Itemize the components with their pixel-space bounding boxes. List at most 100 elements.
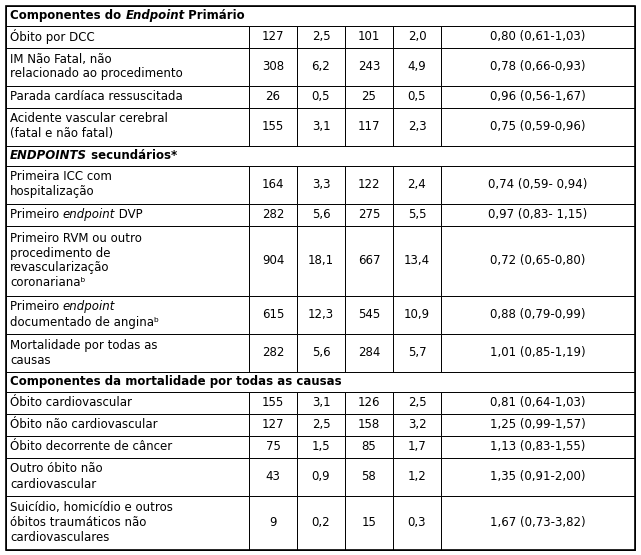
Bar — [393, 165, 441, 204]
Text: documentado de anginaᵇ: documentado de anginaᵇ — [10, 316, 159, 329]
Text: Componentes do: Componentes do — [10, 9, 125, 22]
Bar — [297, 436, 345, 457]
Bar — [249, 457, 297, 496]
Bar — [393, 108, 441, 145]
Text: 75: 75 — [265, 440, 281, 453]
Text: 9: 9 — [269, 516, 277, 529]
Text: 5,7: 5,7 — [408, 346, 426, 359]
Bar — [249, 108, 297, 145]
Bar — [249, 48, 297, 85]
Bar — [297, 413, 345, 436]
Bar — [345, 496, 393, 549]
Bar — [6, 496, 249, 549]
Text: 284: 284 — [358, 346, 380, 359]
Text: 85: 85 — [362, 440, 376, 453]
Bar — [297, 391, 345, 413]
Bar — [297, 334, 345, 371]
Bar — [441, 165, 635, 204]
Bar — [393, 436, 441, 457]
Text: 18,1: 18,1 — [308, 254, 334, 267]
Bar — [441, 496, 635, 549]
Text: 0,5: 0,5 — [312, 90, 330, 103]
Text: 0,74 (0,59- 0,94): 0,74 (0,59- 0,94) — [488, 178, 588, 191]
Bar — [345, 225, 393, 295]
Bar — [393, 48, 441, 85]
Text: ENDPOINTS: ENDPOINTS — [10, 149, 87, 162]
Text: 126: 126 — [358, 396, 380, 409]
Bar — [6, 204, 249, 225]
Text: 15: 15 — [362, 516, 376, 529]
Bar — [6, 85, 249, 108]
Bar — [345, 204, 393, 225]
Bar — [393, 496, 441, 549]
Bar — [249, 85, 297, 108]
Text: 5,6: 5,6 — [312, 208, 330, 221]
Text: 0,9: 0,9 — [312, 470, 330, 483]
Bar — [297, 204, 345, 225]
Text: Óbito por DCC: Óbito por DCC — [10, 29, 95, 44]
Bar — [249, 165, 297, 204]
Bar — [297, 165, 345, 204]
Bar — [441, 413, 635, 436]
Bar — [345, 391, 393, 413]
Text: Suicídio, homicídio e outros
óbitos traumáticos não
cardiovasculares: Suicídio, homicídio e outros óbitos trau… — [10, 501, 173, 544]
Text: 1,13 (0,83-1,55): 1,13 (0,83-1,55) — [490, 440, 586, 453]
Text: 1,35 (0,91-2,00): 1,35 (0,91-2,00) — [490, 470, 586, 483]
Bar — [345, 48, 393, 85]
Bar — [249, 436, 297, 457]
Bar — [6, 6, 635, 26]
Bar — [393, 391, 441, 413]
Text: 3,1: 3,1 — [312, 396, 330, 409]
Bar — [6, 225, 249, 295]
Text: 10,9: 10,9 — [404, 308, 430, 321]
Text: 127: 127 — [262, 30, 284, 43]
Text: Primeira ICC com
hospitalização: Primeira ICC com hospitalização — [10, 170, 112, 199]
Text: 0,88 (0,79-0,99): 0,88 (0,79-0,99) — [490, 308, 586, 321]
Bar — [393, 85, 441, 108]
Text: Óbito cardiovascular: Óbito cardiovascular — [10, 396, 132, 409]
Text: 2,5: 2,5 — [408, 396, 426, 409]
Text: 117: 117 — [358, 120, 380, 133]
Bar — [297, 295, 345, 334]
Bar — [297, 85, 345, 108]
Bar — [345, 85, 393, 108]
Text: 3,2: 3,2 — [408, 418, 426, 431]
Text: secundários*: secundários* — [87, 149, 178, 162]
Text: DVP: DVP — [115, 208, 143, 221]
Bar — [393, 457, 441, 496]
Bar — [297, 108, 345, 145]
Bar — [345, 108, 393, 145]
Text: 0,5: 0,5 — [408, 90, 426, 103]
Text: 158: 158 — [358, 418, 380, 431]
Text: 2,5: 2,5 — [312, 418, 330, 431]
Bar — [345, 26, 393, 48]
Bar — [441, 108, 635, 145]
Bar — [393, 26, 441, 48]
Text: 615: 615 — [262, 308, 284, 321]
Bar — [6, 413, 249, 436]
Text: 1,5: 1,5 — [312, 440, 330, 453]
Text: IM Não Fatal, não
relacionado ao procedimento: IM Não Fatal, não relacionado ao procedi… — [10, 53, 183, 80]
Bar — [345, 413, 393, 436]
Text: Outro óbito não
cardiovascular: Outro óbito não cardiovascular — [10, 462, 103, 491]
Bar — [297, 26, 345, 48]
Text: 1,7: 1,7 — [408, 440, 426, 453]
Text: 2,4: 2,4 — [408, 178, 426, 191]
Text: 5,6: 5,6 — [312, 346, 330, 359]
Bar — [6, 295, 249, 334]
Bar — [393, 295, 441, 334]
Text: 58: 58 — [362, 470, 376, 483]
Bar — [441, 436, 635, 457]
Text: 243: 243 — [358, 60, 380, 73]
Bar — [345, 334, 393, 371]
Bar — [345, 165, 393, 204]
Bar — [297, 496, 345, 549]
Bar — [6, 165, 249, 204]
Text: Primário: Primário — [185, 9, 245, 22]
Bar — [297, 48, 345, 85]
Text: 0,81 (0,64-1,03): 0,81 (0,64-1,03) — [490, 396, 586, 409]
Bar — [249, 334, 297, 371]
Bar — [249, 391, 297, 413]
Bar — [345, 436, 393, 457]
Text: Mortalidade por todas as
causas: Mortalidade por todas as causas — [10, 339, 158, 366]
